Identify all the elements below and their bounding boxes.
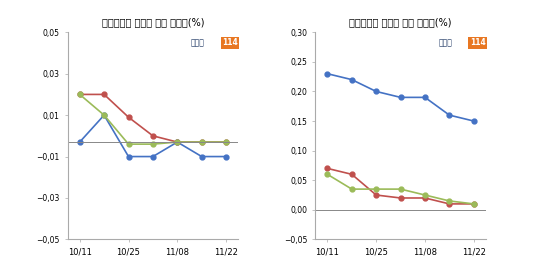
Text: 114: 114 xyxy=(470,38,485,48)
Text: 부동산: 부동산 xyxy=(438,38,452,48)
Title: 서울수도권 전셋값 주간 변동률(%): 서울수도권 전셋값 주간 변동률(%) xyxy=(349,17,452,27)
Text: 114: 114 xyxy=(222,38,238,48)
Title: 서울수도권 매매값 주간 변동률(%): 서울수도권 매매값 주간 변동률(%) xyxy=(102,17,204,27)
Text: 부동산: 부동산 xyxy=(191,38,204,48)
